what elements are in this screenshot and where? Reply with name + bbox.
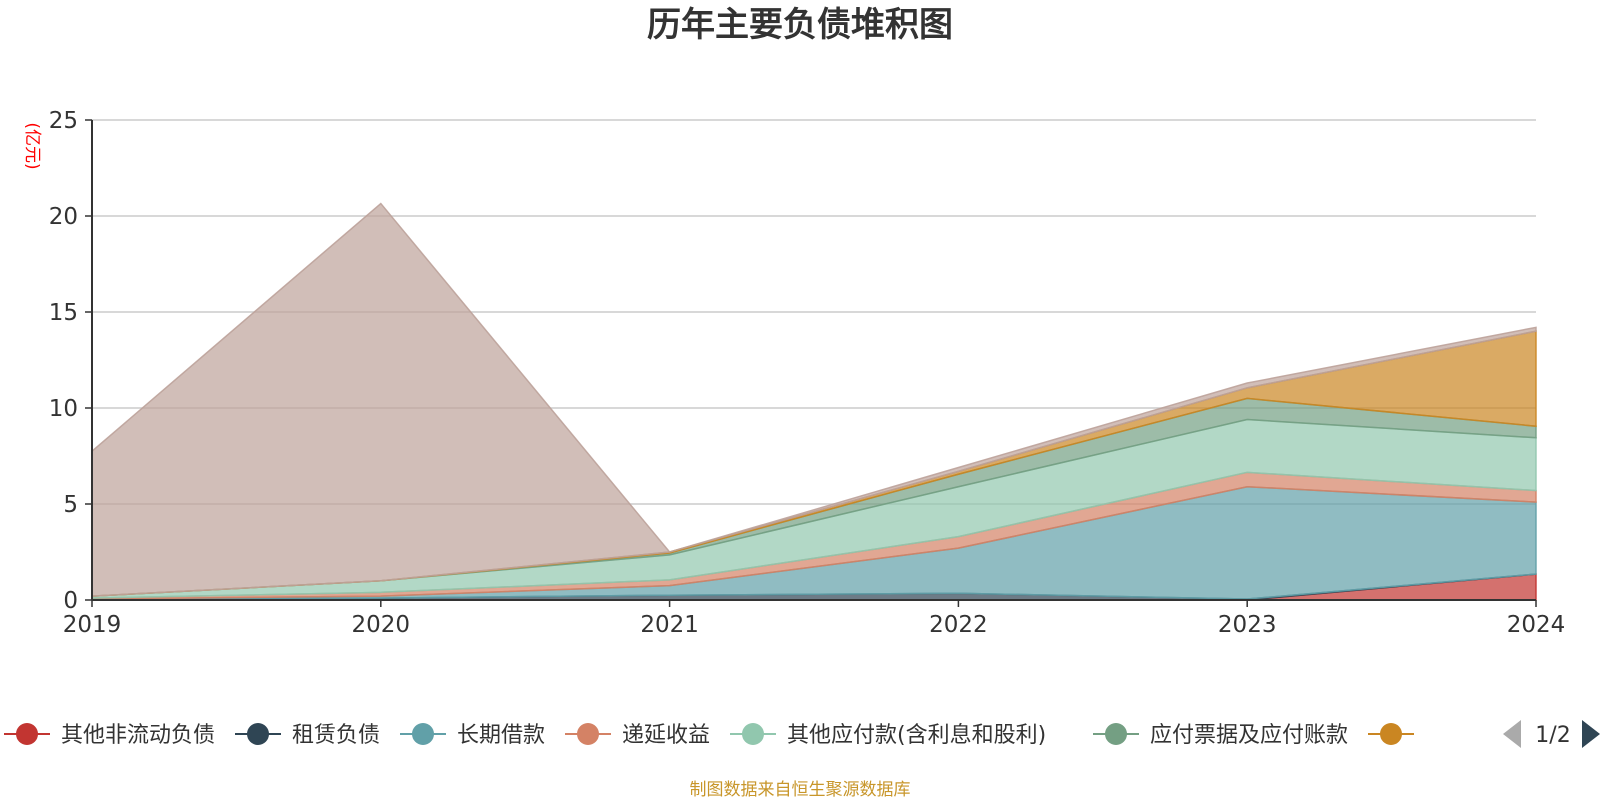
legend-marker-icon bbox=[247, 723, 269, 745]
legend-page-indicator: 1/2 bbox=[1535, 723, 1570, 748]
legend-marker-icon bbox=[742, 723, 764, 745]
y-tick-label: 10 bbox=[49, 396, 78, 422]
legend-label: 递延收益 bbox=[622, 723, 710, 748]
legend-prev-page-icon[interactable] bbox=[1503, 720, 1521, 748]
source-note: 制图数据来自恒生聚源数据库 bbox=[690, 780, 911, 800]
legend-item[interactable]: 应付票据及应付账款 bbox=[1093, 723, 1348, 748]
legend-marker-icon bbox=[1105, 723, 1127, 745]
legend-marker-icon bbox=[577, 723, 599, 745]
legend-item[interactable]: 其他应付款(含利息和股利) bbox=[730, 723, 1046, 748]
x-tick-label: 2024 bbox=[1507, 612, 1566, 638]
legend-label: 其他应付款(含利息和股利) bbox=[787, 723, 1046, 748]
legend-item[interactable]: 其他非流动负债 bbox=[4, 723, 215, 748]
legend-next-page-icon[interactable] bbox=[1582, 720, 1600, 748]
y-tick-label: 15 bbox=[49, 300, 78, 326]
y-axis-label: (亿元) bbox=[22, 122, 42, 169]
legend-item[interactable] bbox=[1368, 723, 1414, 745]
legend-label: 长期借款 bbox=[457, 723, 545, 748]
stacked-areas bbox=[91, 202, 1537, 601]
legend-item[interactable]: 租赁负债 bbox=[235, 723, 380, 748]
legend-marker-icon bbox=[412, 723, 434, 745]
legend-item[interactable]: 递延收益 bbox=[565, 723, 710, 748]
legend-label: 其他非流动负债 bbox=[61, 723, 215, 748]
legend-marker-icon bbox=[1380, 723, 1402, 745]
legend-label: 应付票据及应付账款 bbox=[1150, 723, 1348, 748]
y-tick-label: 25 bbox=[49, 108, 78, 134]
axes: 0 5 10 15 20 25 2019 2020 2021 2022 2023 2024 bbox=[49, 108, 1566, 638]
x-tick-label: 2021 bbox=[640, 612, 699, 638]
legend-marker-icon bbox=[16, 723, 38, 745]
y-tick-label: 5 bbox=[63, 492, 78, 518]
chart-title: 历年主要负债堆积图 bbox=[647, 5, 953, 45]
legend-item[interactable]: 长期借款 bbox=[400, 723, 545, 748]
x-tick-label: 2020 bbox=[352, 612, 411, 638]
area-series-8 bbox=[91, 202, 1537, 597]
legend: 其他非流动负债 租赁负债 长期借款 递延收益 其他应付款(含利息和股利) 应付票据及应付账… bbox=[4, 720, 1600, 748]
x-tick-label: 2019 bbox=[63, 612, 122, 638]
y-tick-label: 20 bbox=[49, 204, 78, 230]
x-tick-label: 2022 bbox=[929, 612, 988, 638]
y-tick-label: 0 bbox=[63, 588, 78, 614]
legend-label: 租赁负债 bbox=[292, 723, 380, 748]
x-tick-label: 2023 bbox=[1218, 612, 1277, 638]
